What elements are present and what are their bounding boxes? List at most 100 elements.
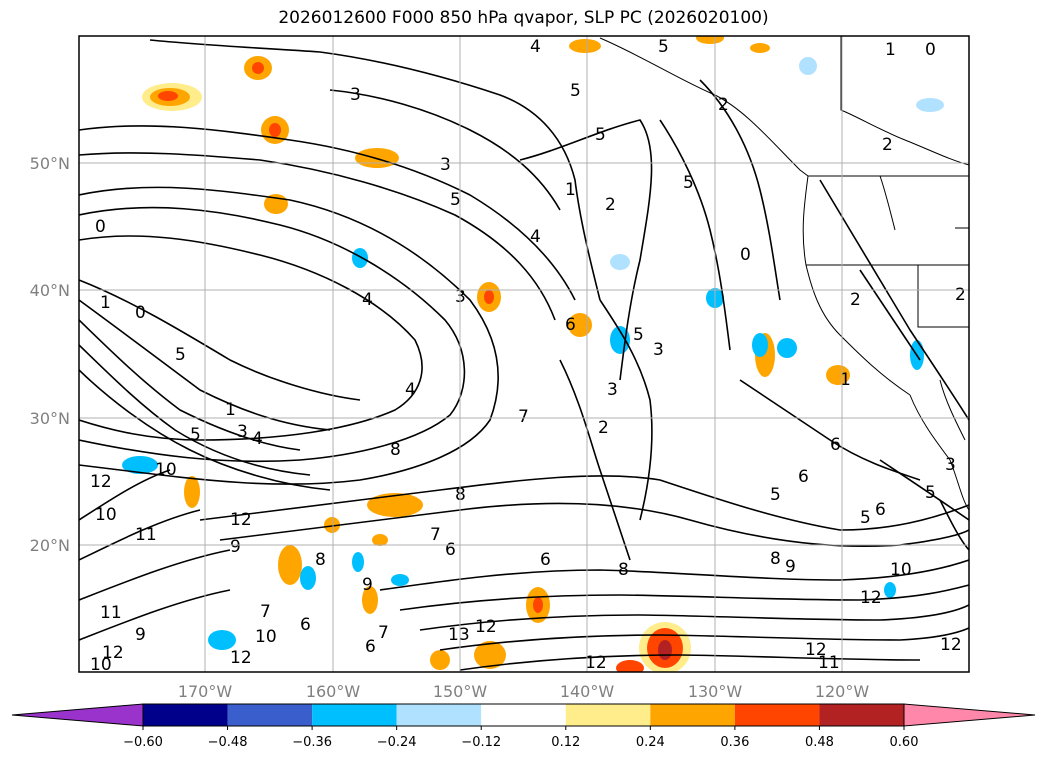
svg-text:12: 12 xyxy=(230,510,252,530)
svg-text:5: 5 xyxy=(190,425,201,445)
svg-text:8: 8 xyxy=(390,440,401,460)
colorbar-tick-label: 0.12 xyxy=(551,735,580,750)
colorbar-segment xyxy=(227,704,313,726)
lat-label-40n: 40°N xyxy=(30,281,70,300)
colorbar-tick-label: −0.60 xyxy=(123,735,163,750)
svg-text:6: 6 xyxy=(300,615,311,635)
svg-text:5: 5 xyxy=(595,125,606,145)
svg-text:13: 13 xyxy=(448,625,470,645)
svg-text:5: 5 xyxy=(633,325,644,345)
colorbar-segment xyxy=(650,704,735,726)
svg-text:1: 1 xyxy=(840,370,851,390)
svg-text:3: 3 xyxy=(607,380,618,400)
svg-text:1: 1 xyxy=(885,40,896,60)
colorbar-extend-low xyxy=(11,703,144,727)
svg-text:6: 6 xyxy=(365,637,376,657)
svg-text:12: 12 xyxy=(90,472,112,492)
lon-label-150w: 150°W xyxy=(433,682,488,701)
colorbar-tick-label: 0.24 xyxy=(636,735,665,750)
svg-text:8: 8 xyxy=(770,549,781,569)
svg-text:6: 6 xyxy=(445,540,456,560)
colorbar-tick-label: −0.36 xyxy=(292,735,332,750)
svg-text:6: 6 xyxy=(798,467,809,487)
svg-text:4: 4 xyxy=(530,37,541,57)
svg-text:1: 1 xyxy=(225,400,236,420)
svg-text:0: 0 xyxy=(925,40,936,60)
svg-text:5: 5 xyxy=(175,345,186,365)
svg-text:12: 12 xyxy=(475,617,497,637)
svg-text:5: 5 xyxy=(770,485,781,505)
colorbar-tick-label: −0.24 xyxy=(377,735,417,750)
svg-text:1: 1 xyxy=(100,293,111,313)
lon-label-160w: 160°W xyxy=(306,682,361,701)
svg-text:12: 12 xyxy=(940,635,962,655)
graticule xyxy=(79,36,969,672)
svg-text:6: 6 xyxy=(540,550,551,570)
svg-text:5: 5 xyxy=(570,81,581,101)
coastlines xyxy=(599,36,969,511)
svg-text:5: 5 xyxy=(450,190,461,210)
svg-text:1: 1 xyxy=(565,180,576,200)
svg-text:8: 8 xyxy=(618,560,629,580)
colorbar-segment xyxy=(734,704,820,726)
colorbar-extend-high xyxy=(903,703,1036,727)
svg-text:4: 4 xyxy=(252,429,263,449)
svg-text:7: 7 xyxy=(518,407,529,427)
colorbar-tick-label: −0.48 xyxy=(208,735,248,750)
svg-text:2: 2 xyxy=(850,290,861,310)
svg-text:5: 5 xyxy=(925,483,936,503)
svg-text:11: 11 xyxy=(135,525,157,545)
colorbar: −0.60 −0.48 −0.36 −0.24 −0.12 0.12 0.24 0.36 0.4… xyxy=(11,703,1036,750)
map-frame xyxy=(78,35,970,673)
lat-label-50n: 50°N xyxy=(30,154,70,173)
svg-text:9: 9 xyxy=(785,557,796,577)
svg-text:6: 6 xyxy=(565,315,576,335)
svg-text:12: 12 xyxy=(230,648,252,668)
map-plot-area: 3 3 5 4 5 2 5 5 5 4 1 0 0 1 0 5 4 3 4 1 … xyxy=(79,36,969,673)
svg-text:10: 10 xyxy=(155,460,177,480)
lon-label-170w: 170°W xyxy=(178,682,233,701)
svg-text:9: 9 xyxy=(362,575,373,595)
colorbar-tick-label: 0.48 xyxy=(805,735,834,750)
svg-text:3: 3 xyxy=(653,340,664,360)
svg-text:3: 3 xyxy=(440,155,451,175)
colorbar-segment xyxy=(565,704,651,726)
svg-text:3: 3 xyxy=(350,85,361,105)
svg-text:5: 5 xyxy=(860,508,871,528)
svg-text:4: 4 xyxy=(530,227,541,247)
lat-label-20n: 20°N xyxy=(30,536,70,555)
svg-text:10: 10 xyxy=(890,560,912,580)
svg-text:11: 11 xyxy=(818,653,840,673)
svg-text:9: 9 xyxy=(230,537,241,557)
svg-text:2: 2 xyxy=(955,285,966,305)
svg-text:11: 11 xyxy=(100,603,122,623)
lat-label-30n: 30°N xyxy=(30,409,70,428)
svg-text:3: 3 xyxy=(945,455,956,475)
svg-text:7: 7 xyxy=(378,623,389,643)
svg-text:8: 8 xyxy=(315,550,326,570)
svg-text:2: 2 xyxy=(605,195,616,215)
lon-label-130w: 130°W xyxy=(688,682,743,701)
svg-text:10: 10 xyxy=(255,627,277,647)
svg-text:12: 12 xyxy=(102,643,124,663)
svg-text:10: 10 xyxy=(95,505,117,525)
svg-text:12: 12 xyxy=(860,588,882,608)
svg-text:2: 2 xyxy=(718,95,729,115)
colorbar-tick-label: −0.12 xyxy=(461,735,501,750)
svg-text:9: 9 xyxy=(135,625,146,645)
svg-text:7: 7 xyxy=(260,602,271,622)
svg-text:0: 0 xyxy=(740,245,751,265)
svg-text:2: 2 xyxy=(598,418,609,438)
latitude-labels: 50°N 40°N 30°N 20°N xyxy=(30,154,70,555)
svg-text:12: 12 xyxy=(805,640,827,660)
colorbar-tick-label: 0.36 xyxy=(720,735,749,750)
colorbar-frame xyxy=(142,703,905,727)
colorbar-segment xyxy=(312,704,397,726)
svg-text:4: 4 xyxy=(362,290,373,310)
svg-text:6: 6 xyxy=(830,435,841,455)
lon-label-120w: 120°W xyxy=(815,682,870,701)
colorbar-segment xyxy=(396,704,482,726)
svg-text:0: 0 xyxy=(135,303,146,323)
longitude-labels: 170°W 160°W 150°W 140°W 130°W 120°W xyxy=(178,682,870,701)
svg-text:7: 7 xyxy=(430,525,441,545)
